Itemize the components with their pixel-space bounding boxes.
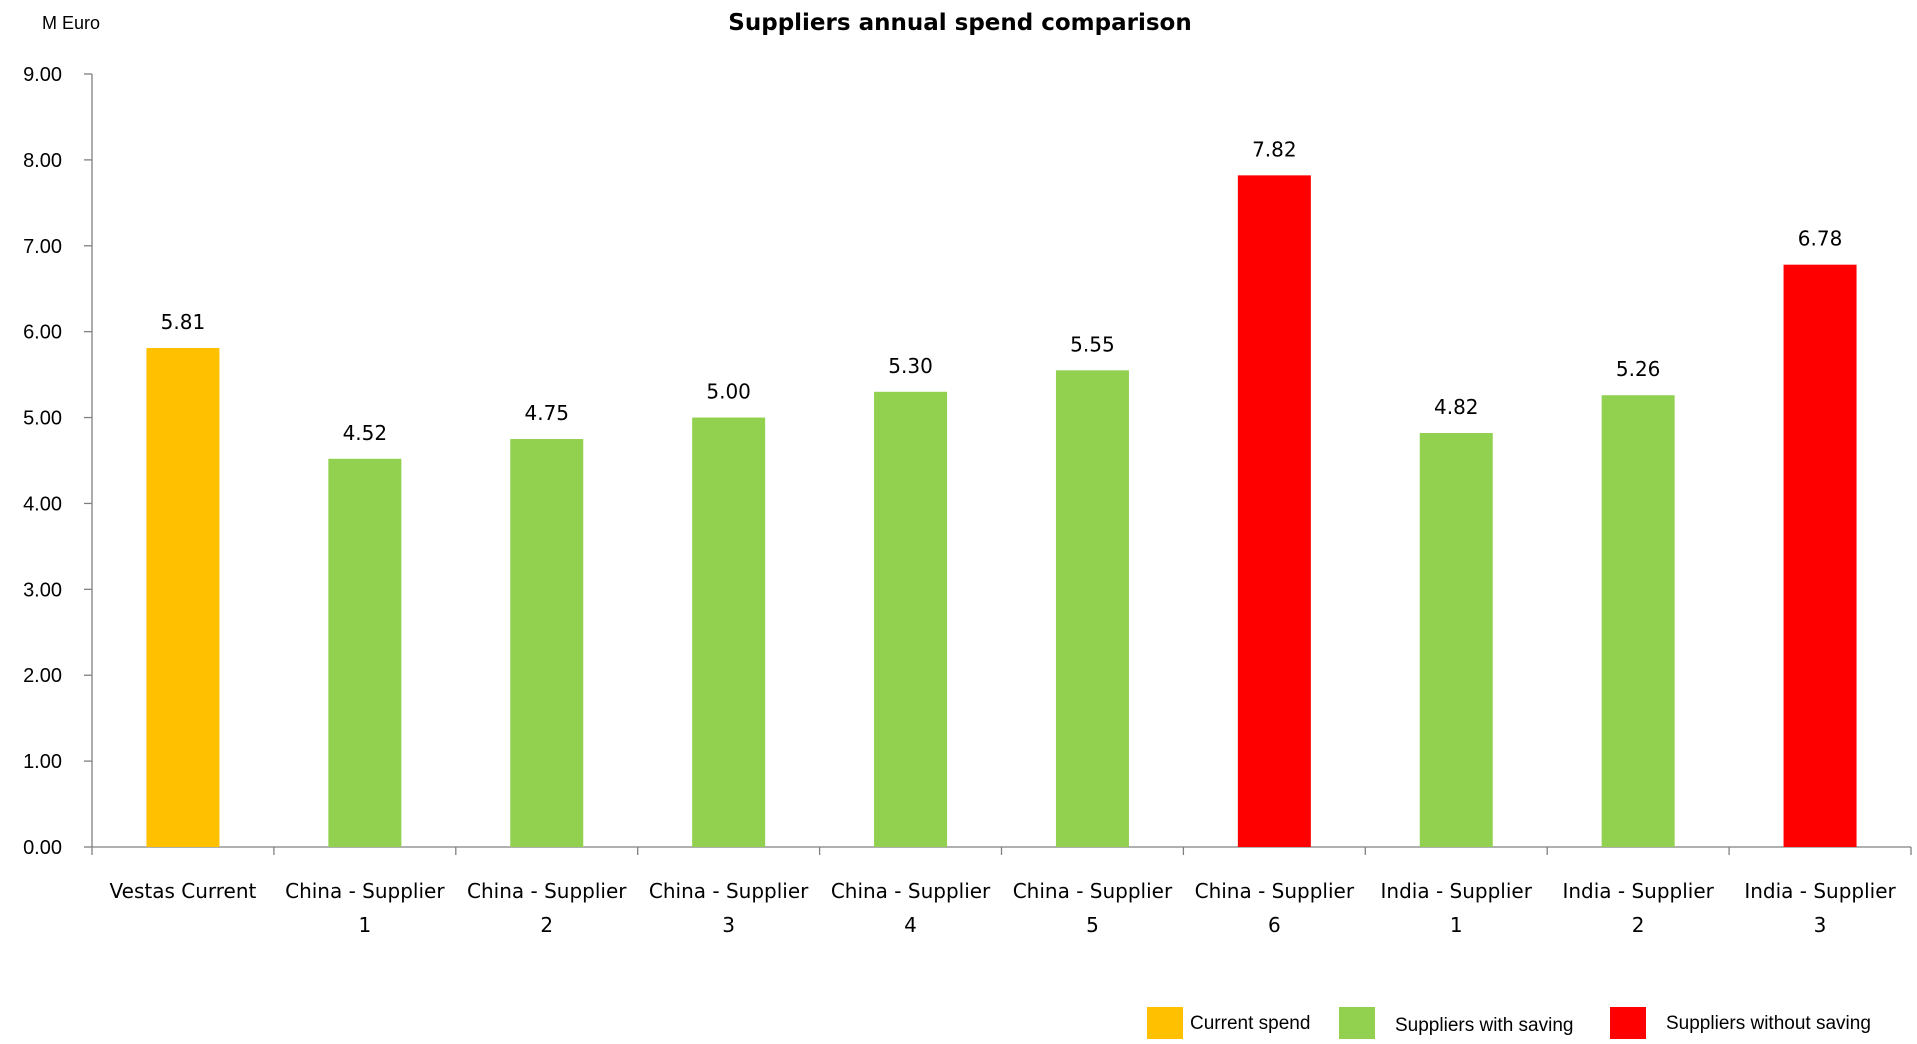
x-tick-label: 2	[540, 913, 553, 937]
x-tick-label: China - Supplier	[1195, 879, 1355, 903]
data-label: 6.78	[1798, 227, 1843, 251]
data-label: 5.55	[1070, 332, 1115, 356]
bar	[874, 391, 948, 847]
legend-swatch	[1147, 1007, 1183, 1039]
x-tick-label: China - Supplier	[1013, 879, 1173, 903]
x-tick-label: China - Supplier	[467, 879, 627, 903]
x-tick-label: 6	[1268, 913, 1281, 937]
y-tick-label: 4.00	[23, 493, 62, 515]
data-label: 7.82	[1252, 137, 1297, 161]
x-tick-label: 1	[1450, 913, 1463, 937]
y-tick-label: 3.00	[23, 579, 62, 601]
legend-label: Suppliers without saving	[1666, 1013, 1871, 1034]
data-label: 5.00	[706, 380, 751, 404]
data-label: 4.82	[1434, 395, 1479, 419]
x-tick-label: China - Supplier	[649, 879, 809, 903]
y-tick-label: 1.00	[23, 751, 62, 773]
legend-label: Suppliers with saving	[1395, 1015, 1573, 1036]
bar	[1601, 395, 1675, 847]
y-tick-label: 5.00	[23, 408, 62, 430]
y-tick-label: 0.00	[23, 837, 62, 859]
bar	[1237, 175, 1311, 848]
data-label: 5.81	[161, 310, 206, 334]
x-tick-label: China - Supplier	[831, 879, 991, 903]
bars	[146, 175, 1857, 848]
x-tick-label: 1	[358, 913, 371, 937]
x-tick-label: India - Supplier	[1381, 879, 1533, 903]
data-label: 4.75	[524, 401, 569, 425]
bar	[1055, 370, 1129, 847]
bar	[1419, 433, 1493, 847]
data-label: 5.26	[1616, 357, 1661, 381]
legend-swatch	[1610, 1007, 1646, 1039]
x-tick-label: India - Supplier	[1744, 879, 1896, 903]
x-tick-label: India - Supplier	[1562, 879, 1714, 903]
x-tick-label: 4	[904, 913, 917, 937]
category-labels: Vestas Current China - Supplier 1 China - S…	[110, 879, 1897, 937]
data-labels: 5.81 4.52 4.75 5.00 5.30 5.55 7.82 4.82 5.26 6.78	[161, 137, 1843, 444]
x-tick-label: Vestas Current	[110, 879, 257, 903]
bar	[328, 458, 402, 847]
y-tick-label: 2.00	[23, 665, 62, 687]
x-tick-label: 5	[1086, 913, 1099, 937]
y-tick-label: 8.00	[23, 150, 62, 172]
bar	[146, 347, 220, 847]
x-tick-label: 3	[722, 913, 735, 937]
chart-title: Suppliers annual spend comparison	[728, 10, 1191, 36]
y-tick-label: 6.00	[23, 322, 62, 344]
y-axis-unit-label: M Euro	[42, 13, 100, 33]
y-tick-label: 9.00	[23, 64, 62, 86]
y-tick-label: 7.00	[23, 236, 62, 258]
legend: Current spend Suppliers with saving Suppli…	[1147, 1007, 1871, 1039]
bar	[692, 417, 766, 847]
x-tick-label: China - Supplier	[285, 879, 445, 903]
x-tick-label: 2	[1632, 913, 1645, 937]
bar	[510, 439, 584, 847]
data-label: 4.52	[343, 421, 388, 445]
data-label: 5.30	[888, 354, 933, 378]
x-tick-label: 3	[1814, 913, 1827, 937]
bar	[1783, 264, 1857, 847]
legend-label: Current spend	[1190, 1013, 1310, 1034]
legend-swatch	[1339, 1007, 1375, 1039]
